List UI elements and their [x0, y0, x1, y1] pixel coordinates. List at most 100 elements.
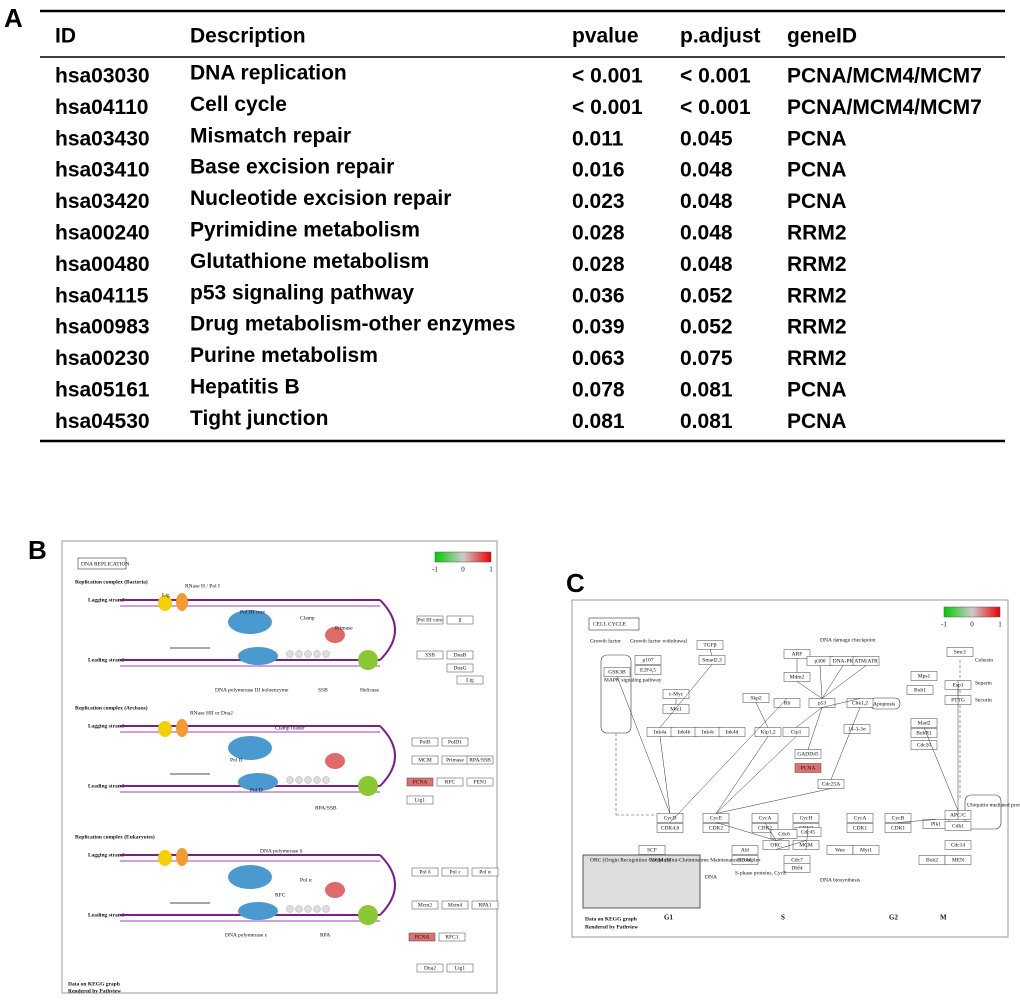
gene-label: ORC — [770, 842, 782, 848]
annotation: ORC (Origin Recognition Complex) — [590, 856, 671, 863]
gene-label: Mcm4 — [448, 902, 463, 908]
gene-label: β — [459, 617, 462, 623]
gene-label: PolB — [419, 739, 430, 745]
table-cell: PCNA — [787, 159, 847, 182]
edge — [819, 665, 823, 699]
gene-label: RFC — [445, 779, 456, 785]
gene-label: Cdc45 — [801, 829, 816, 835]
strand-label: Leading strand — [88, 657, 124, 663]
gene-label: RPA1 — [479, 902, 492, 908]
diagram-label: Clamp — [300, 615, 315, 621]
gene-label: Bub1 — [914, 687, 926, 693]
legend-label: -1 — [432, 566, 438, 574]
gene-box — [751, 823, 779, 833]
table-cell: hsa03030 — [55, 65, 150, 88]
table-cell: PCNA — [787, 410, 847, 433]
panel-label: A — [4, 3, 23, 33]
gene-box — [436, 777, 464, 787]
edge — [775, 838, 785, 841]
edge — [616, 676, 671, 814]
annotation: Securin — [975, 697, 992, 703]
gene-label: Ink4a — [654, 729, 667, 735]
annotation: Apoptosis — [873, 701, 895, 707]
table-cell: hsa00480 — [55, 253, 150, 276]
annotation: MCM (Mini-Chromosome Maintenance) comple… — [650, 856, 761, 863]
gene-label: RPA/SSB — [469, 757, 491, 763]
gene-label: CycA — [759, 815, 772, 821]
strand-label: Leading strand — [88, 912, 124, 918]
protein — [313, 776, 321, 784]
annotation: Ubiquitin mediated proteolysis — [967, 802, 1020, 808]
gene-box — [411, 900, 439, 910]
gene-label: c-Myc — [669, 691, 684, 697]
enzyme — [358, 905, 378, 925]
table-cell: RRM2 — [787, 253, 847, 276]
edge — [807, 707, 823, 750]
gene-label: Smc1 — [954, 649, 967, 655]
table-cell: 0.048 — [680, 190, 733, 213]
table-cell: hsa04115 — [55, 284, 149, 307]
table-cell: hsa00230 — [55, 347, 150, 370]
edge — [821, 665, 844, 699]
edge — [795, 707, 823, 728]
gene-label: Cip1 — [791, 729, 802, 735]
protein — [313, 650, 321, 658]
table-cell: DNA replication — [190, 62, 347, 85]
gene-label: p53 — [818, 700, 827, 706]
footer: Data on KEGG graph — [585, 916, 637, 922]
edge — [775, 840, 807, 850]
section-title: Replication complex (Eukaryotes) — [75, 833, 155, 840]
table-cell: 0.011 — [572, 127, 624, 150]
gene-label: MCM — [418, 757, 432, 763]
gene-box — [638, 845, 666, 855]
phase-label: G2 — [889, 914, 898, 922]
gene-label: Mps1 — [918, 673, 931, 679]
panel-label: C — [566, 568, 585, 598]
gene-box — [466, 755, 494, 765]
diagram-label: RFC — [275, 892, 286, 898]
table-cell: 0.048 — [680, 253, 733, 276]
edge — [715, 736, 769, 814]
gene-box — [910, 740, 938, 750]
gene-label: Skp2 — [750, 695, 762, 701]
table-cell: hsa03430 — [55, 127, 150, 150]
enzyme — [158, 595, 172, 611]
gene-label: Pol ε — [449, 869, 461, 875]
gene-label: CDK1 — [891, 825, 906, 831]
table-cell: RRM2 — [787, 284, 847, 307]
gene-label: GADD45 — [797, 751, 819, 757]
legend-label: 1 — [998, 621, 1002, 629]
gene-label: Primase — [446, 757, 464, 763]
gene-box — [471, 900, 499, 910]
footer: Rendered by Pathview — [68, 988, 121, 994]
diagram-label: DNA polymerase ε — [225, 932, 268, 938]
gene-label: SSB — [425, 652, 435, 658]
protein — [304, 905, 312, 913]
gene-box — [944, 821, 972, 831]
table-cell: 0.028 — [572, 222, 625, 245]
enzyme — [158, 721, 172, 737]
gene-box — [441, 867, 469, 877]
diagram-label: RPA — [320, 932, 330, 938]
table-cell: RRM2 — [787, 222, 847, 245]
enzyme — [176, 593, 188, 611]
gene-label: Lig1 — [455, 965, 466, 971]
gene-box — [416, 963, 444, 973]
enzyme — [228, 736, 272, 760]
strand — [379, 725, 396, 787]
gene-label: BubR1 — [916, 730, 932, 736]
gene-label: PCNA — [801, 765, 816, 771]
section-title: Replication complex (Bacteria) — [75, 578, 148, 585]
protein — [295, 776, 303, 784]
protein — [286, 650, 294, 658]
gene-label: p107 — [643, 657, 654, 663]
strand-label: Leading strand — [88, 783, 124, 789]
edge — [715, 736, 797, 814]
gene-label: CDK4,6 — [661, 825, 680, 831]
gene-box — [406, 777, 434, 787]
legend-bar — [943, 606, 1001, 618]
gene-label: Plk1 — [931, 821, 941, 827]
gene-box — [702, 823, 730, 833]
diagram-label: Pol α — [300, 877, 312, 883]
gene-label: CycD — [664, 815, 677, 821]
